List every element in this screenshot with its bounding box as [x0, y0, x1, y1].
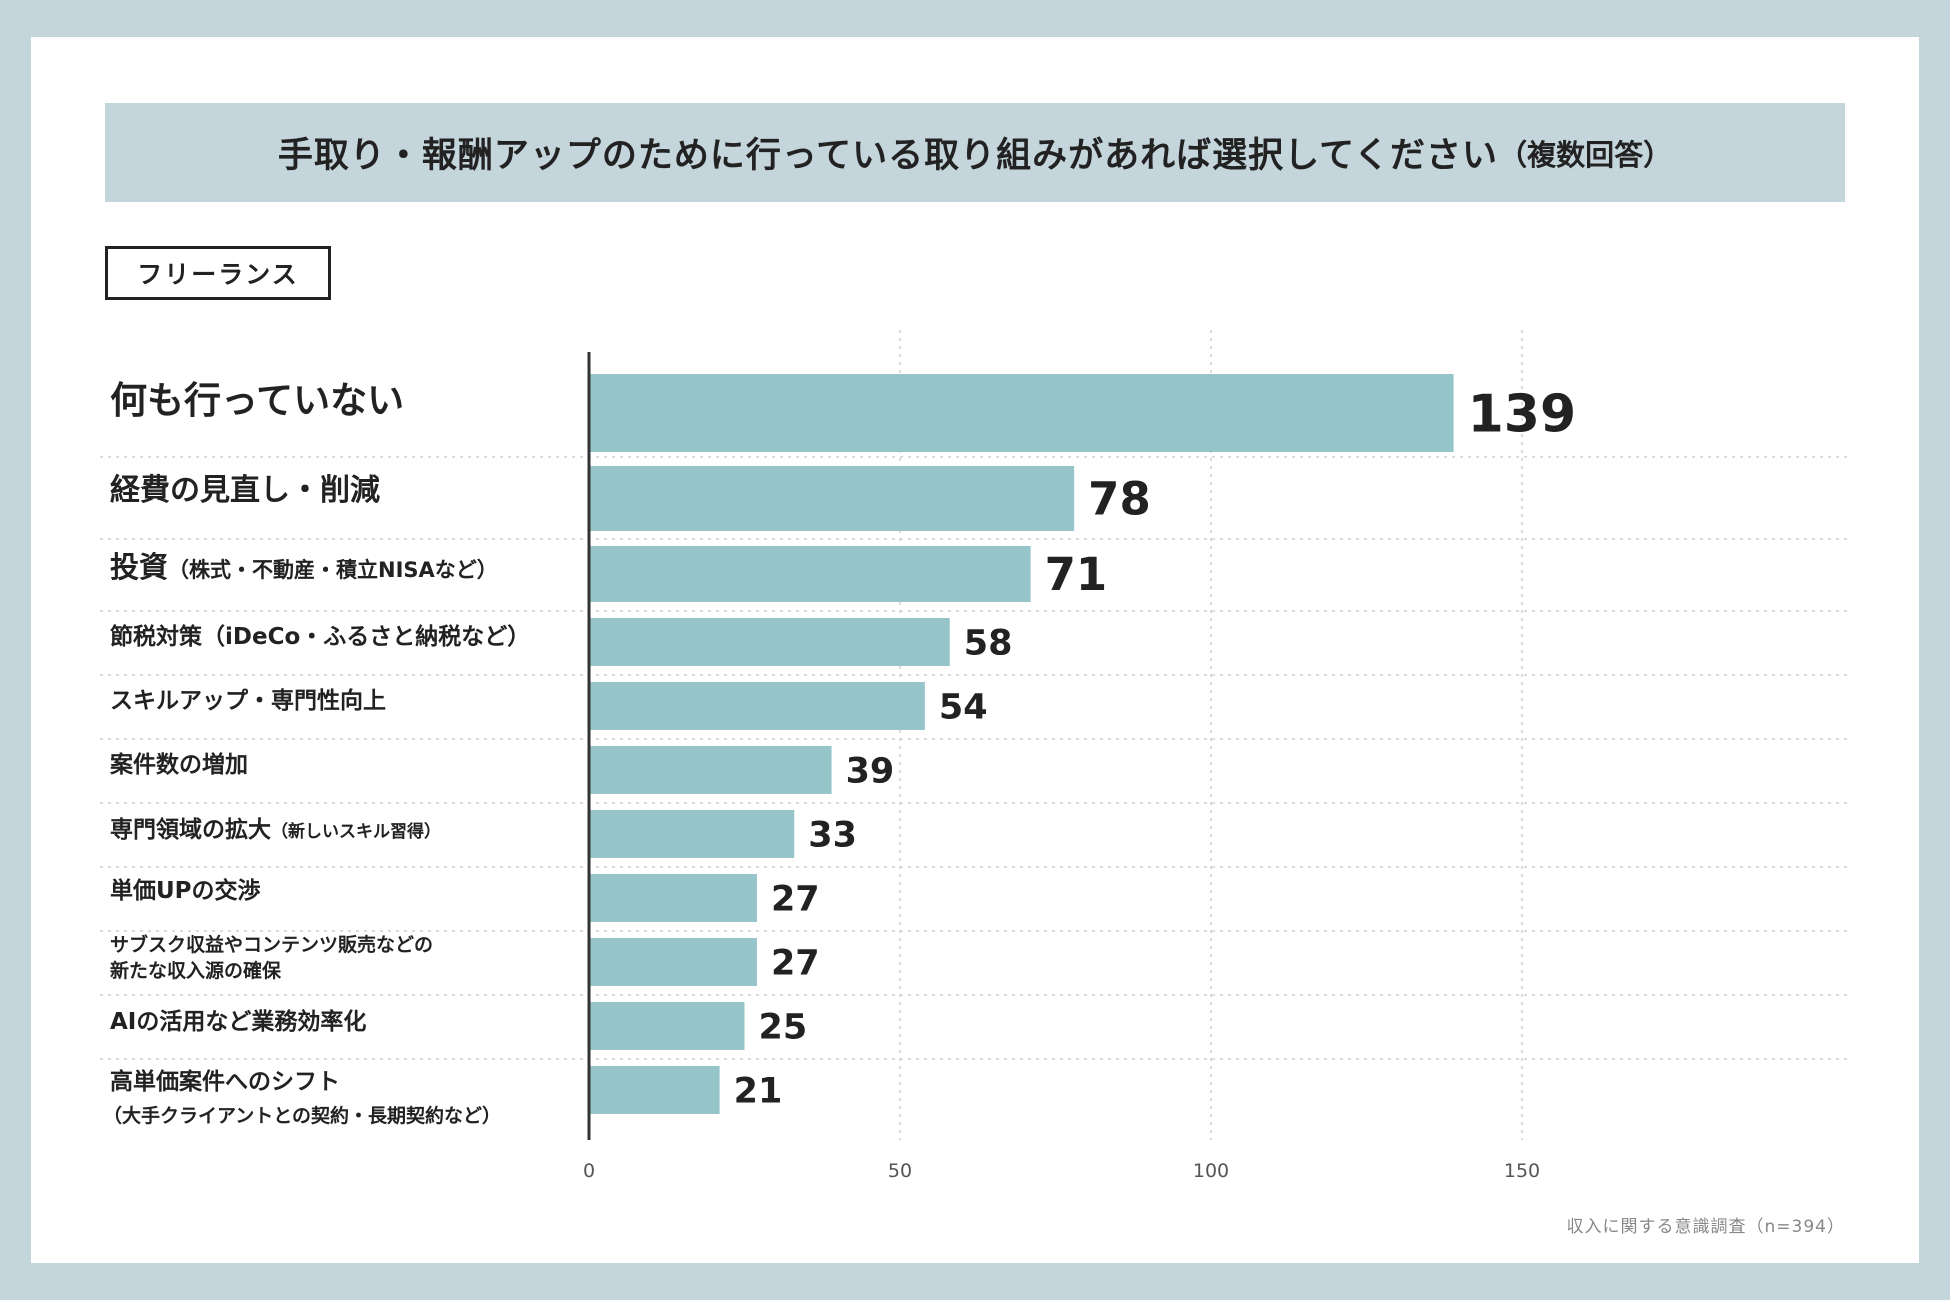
- bar-value-label: 25: [759, 1008, 808, 1048]
- category-label: 高単価案件へのシフト: [110, 1068, 340, 1095]
- category-label: 節税対策（iDeCo・ふるさと納税など）: [110, 623, 530, 650]
- x-tick-label: 0: [583, 1160, 595, 1182]
- bar: [589, 374, 1454, 452]
- bar-value-label: 39: [846, 752, 895, 792]
- bar: [589, 1002, 745, 1050]
- chart-title-note: （複数回答）: [1498, 137, 1673, 172]
- category-label-line2: 新たな収入源の確保: [110, 959, 282, 982]
- category-label-line2: （大手クライアントとの契約・長期契約など）: [103, 1104, 501, 1127]
- bar-value-label: 27: [771, 944, 820, 984]
- x-tick-label: 50: [888, 1160, 912, 1182]
- title-band: 手取り・報酬アップのために行っている取り組みがあれば選択してください （複数回答）: [105, 103, 1845, 202]
- segment-label: フリーランス: [105, 246, 331, 300]
- bar-value-label: 21: [734, 1072, 783, 1112]
- bar: [589, 546, 1031, 602]
- bar: [589, 810, 795, 858]
- x-tick-label: 100: [1193, 1160, 1229, 1182]
- category-label: AIの活用など業務効率化: [110, 1008, 366, 1035]
- bar-value-label: 78: [1088, 473, 1151, 526]
- bar: [589, 746, 832, 794]
- bar: [589, 682, 925, 730]
- category-label: 案件数の増加: [109, 751, 248, 778]
- bar-value-label: 27: [771, 880, 820, 920]
- chart-title: 手取り・報酬アップのために行っている取り組みがあれば選択してください: [277, 136, 1499, 176]
- category-label: スキルアップ・専門性向上: [110, 687, 386, 714]
- category-label: 投資（株式・不動産・積立NISAなど）: [110, 550, 498, 584]
- bar-value-label: 54: [939, 688, 988, 728]
- x-tick-label: 150: [1504, 1160, 1540, 1182]
- category-label: 単価UPの交渉: [110, 877, 261, 904]
- source-note: 収入に関する意識調査（n=394）: [1566, 1217, 1845, 1237]
- category-label: 専門領域の拡大（新しいスキル習得）: [110, 816, 441, 843]
- bar-value-label: 71: [1045, 548, 1108, 601]
- category-label: 何も行っていない: [110, 379, 404, 422]
- category-label: サブスク収益やコンテンツ販売などの: [110, 933, 433, 956]
- bar: [589, 874, 757, 922]
- bar: [589, 618, 950, 666]
- bar-value-label: 58: [964, 624, 1013, 664]
- bar: [589, 466, 1075, 531]
- bar-value-label: 139: [1468, 385, 1577, 445]
- category-label: 経費の見直し・削減: [110, 473, 380, 508]
- bar-value-label: 33: [808, 816, 857, 856]
- bar: [589, 938, 757, 986]
- bar: [589, 1066, 720, 1114]
